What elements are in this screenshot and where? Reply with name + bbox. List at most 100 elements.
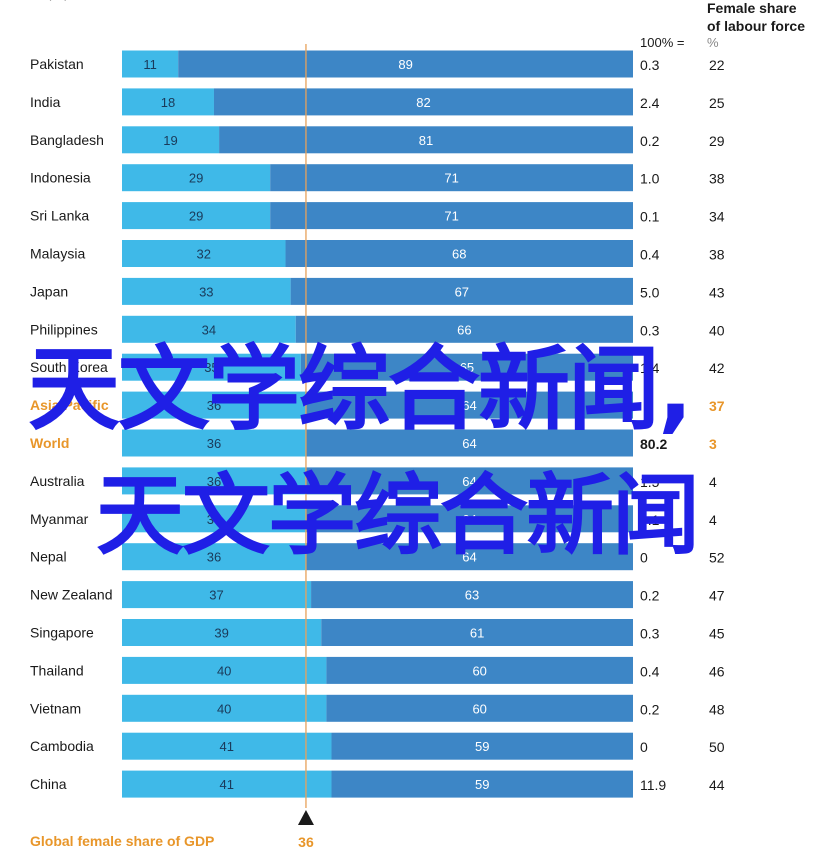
reference-line-group: 36 Global female share of GDP	[30, 44, 314, 850]
female-share-value: 48	[709, 701, 725, 717]
category-label: Philippines	[30, 321, 98, 337]
bar-light-value-label: 37	[209, 588, 223, 603]
female-share-value: 22	[709, 57, 725, 73]
bar-light-segment	[122, 164, 271, 192]
gdp-total-value: 1.5	[640, 474, 660, 490]
category-label: Asia Pacific	[30, 397, 109, 413]
bar-light-value-label: 39	[214, 626, 228, 641]
bar-light-segment	[122, 505, 306, 533]
table-row: South Korea 35 65 1.4 42	[30, 353, 725, 381]
table-row: World 36 64 80.2 3	[30, 429, 717, 457]
bar-light-value-label: 32	[197, 247, 211, 262]
bar-light-value-label: 29	[189, 171, 203, 186]
bar-light-segment	[122, 619, 322, 646]
bar-dark-value-label: 64	[462, 550, 476, 565]
category-label: Cambodia	[30, 738, 94, 754]
bar-dark-value-label: 68	[452, 247, 466, 262]
bar-light-value-label: 40	[217, 663, 231, 678]
table-row: Vietnam 40 60 0.2 48	[30, 694, 725, 722]
bar-light-segment	[122, 543, 306, 571]
gdp-total-value: 0.2	[640, 588, 660, 604]
gdp-total-value: 0.2	[640, 133, 660, 149]
table-row: Australia 36 64 1.5 4	[30, 467, 717, 495]
bar-light-value-label: 29	[189, 209, 203, 224]
gdp-total-value: 0.1	[640, 512, 660, 528]
bar-light-value-label: 33	[199, 284, 213, 299]
bar-dark-value-label: 60	[472, 701, 486, 716]
female-share-value: 50	[709, 739, 725, 755]
gdp-total-value: 0.4	[640, 663, 660, 679]
female-share-value: 34	[709, 209, 725, 225]
bar-dark-segment	[331, 732, 633, 760]
table-row: India 18 82 2.4 25	[30, 88, 725, 116]
female-share-value: 37	[709, 398, 725, 414]
gdp-total-value: 2.4	[640, 95, 660, 111]
category-label: Thailand	[30, 662, 84, 678]
bar-dark-value-label: 59	[475, 739, 489, 754]
category-label: Indonesia	[30, 170, 91, 186]
bar-light-segment	[122, 277, 291, 305]
bar-light-segment	[122, 88, 214, 116]
bar-dark-segment	[326, 694, 633, 722]
female-share-unit-header: %	[707, 35, 719, 50]
bar-light-value-label: 18	[161, 95, 175, 110]
gdp-total-value: 1.0	[640, 171, 660, 187]
bar-light-value-label: 41	[220, 777, 234, 792]
bar-light-segment	[122, 656, 327, 684]
bar-light-segment	[122, 770, 332, 798]
bar-dark-segment	[305, 391, 633, 419]
table-row: Malaysia 32 68 0.4 38	[30, 240, 725, 267]
bar-light-segment	[122, 429, 306, 457]
female-share-value: 38	[709, 247, 725, 263]
bar-light-value-label: 36	[207, 512, 221, 527]
bar-dark-segment	[295, 315, 633, 343]
bar-light-segment	[122, 50, 179, 78]
bar-dark-segment	[331, 770, 633, 798]
category-label: New Zealand	[30, 587, 113, 603]
bar-dark-segment	[305, 429, 633, 457]
category-label: Vietnam	[30, 700, 81, 716]
bar-light-value-label: 40	[217, 701, 231, 716]
table-row: Asia Pacific 36 64 37	[30, 391, 725, 419]
female-share-value: 42	[709, 360, 725, 376]
gdp-total-value: 80.2	[640, 436, 667, 452]
female-share-value: 52	[709, 550, 725, 566]
female-share-value: 4	[709, 474, 717, 490]
gdp-total-value: 1.4	[640, 360, 660, 376]
female-share-value: 47	[709, 588, 725, 604]
gdp-total-value: 5.0	[640, 284, 660, 300]
bar-dark-value-label: 66	[457, 322, 471, 337]
bar-dark-value-label: 63	[465, 588, 479, 603]
bar-light-value-label: 11	[143, 57, 157, 72]
gdp-total-value: 0.3	[640, 57, 660, 73]
bar-light-value-label: 19	[163, 133, 177, 148]
female-share-value: 29	[709, 133, 725, 149]
category-label: India	[30, 94, 61, 110]
bar-dark-segment	[326, 656, 633, 684]
bar-dark-segment	[305, 467, 633, 495]
gdp-total-value: 0.2	[640, 701, 660, 717]
bar-light-value-label: 35	[204, 360, 218, 375]
bar-dark-value-label: 81	[419, 133, 433, 148]
reference-marker-triangle	[297, 810, 314, 825]
header-partial-text: …(…)	[34, 0, 69, 1]
bar-dark-segment	[285, 240, 633, 267]
table-row: China 41 59 11.9 44	[30, 770, 725, 798]
female-share-title-line-1: Female share	[707, 0, 797, 16]
table-row: Thailand 40 60 0.4 46	[30, 656, 725, 684]
bar-dark-value-label: 82	[416, 95, 430, 110]
table-row: Philippines 34 66 0.3 40	[30, 315, 725, 343]
table-row: Japan 33 67 5.0 43	[30, 277, 725, 305]
bar-dark-value-label: 60	[472, 663, 486, 678]
bar-light-segment	[122, 202, 271, 230]
bar-light-segment	[122, 240, 286, 267]
table-row: Bangladesh 19 81 0.2 29	[30, 126, 725, 154]
bar-dark-segment	[213, 88, 634, 116]
bar-light-segment	[122, 391, 306, 419]
bar-dark-segment	[305, 543, 633, 571]
bar-dark-value-label: 71	[444, 171, 458, 186]
gdp-total-value: 0	[640, 739, 648, 755]
bar-dark-value-label: 89	[398, 57, 412, 72]
category-label: Sri Lanka	[30, 208, 89, 224]
